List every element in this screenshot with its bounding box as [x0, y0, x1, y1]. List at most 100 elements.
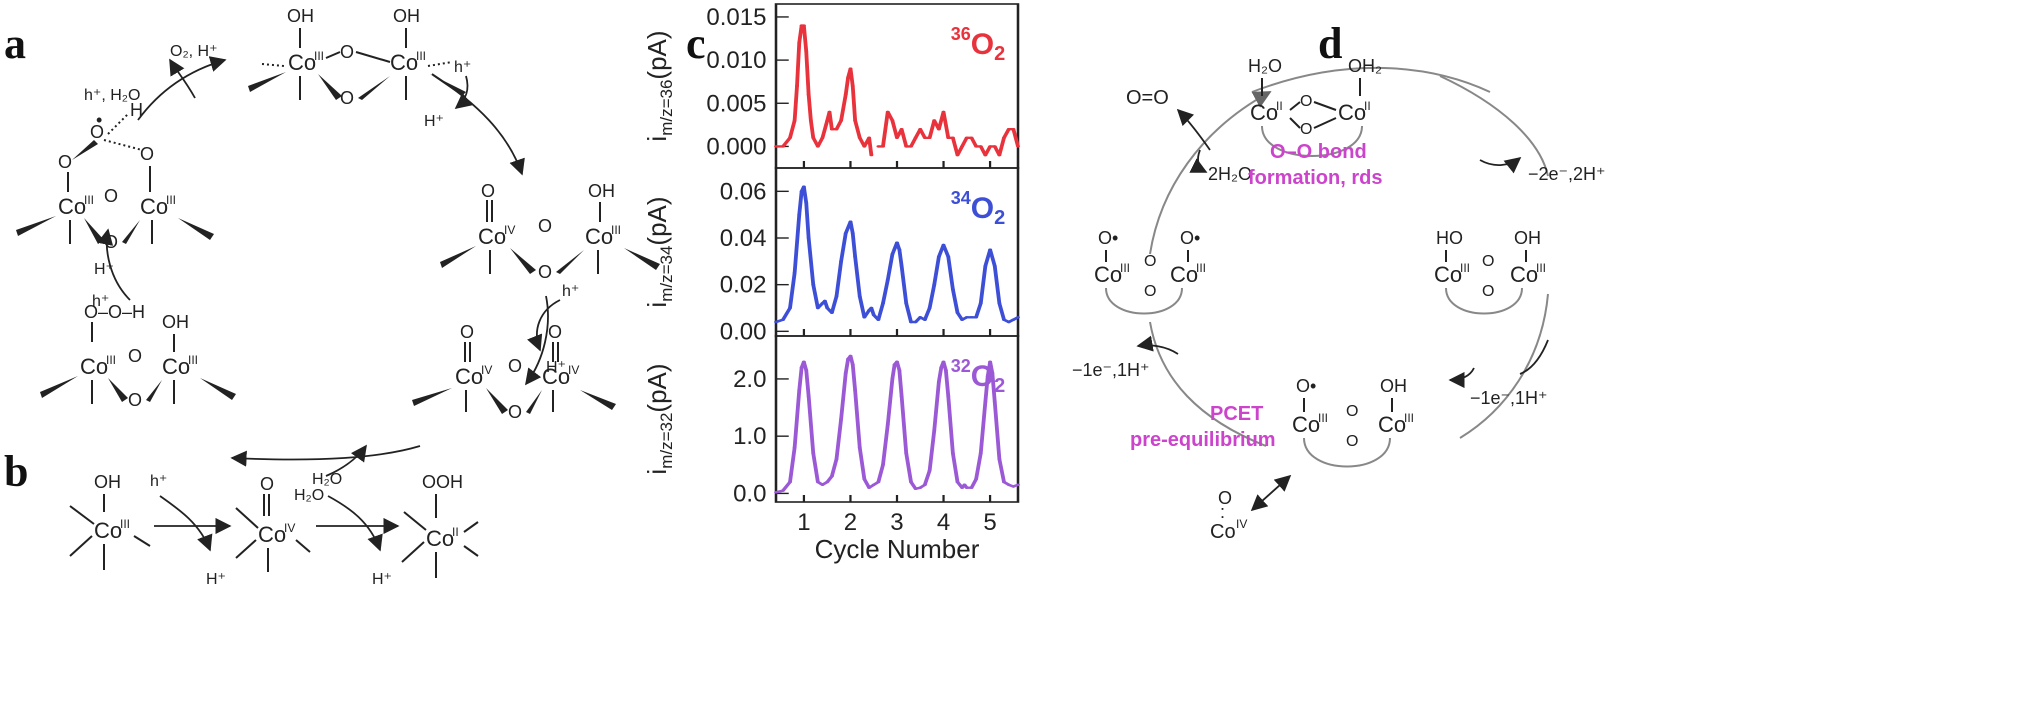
- data-point-1-1: [781, 318, 785, 321]
- data-point-0-56: [1002, 136, 1006, 139]
- data-point-2-62: [1016, 483, 1020, 486]
- d-right-o-bot: O: [1482, 283, 1494, 300]
- data-point-0-22: [850, 84, 855, 88]
- data-point-1-43: [950, 288, 955, 291]
- data-point-1-41: [941, 243, 946, 247]
- data-point-0-58: [1011, 128, 1016, 131]
- a-rb-ox-right: IV: [568, 363, 579, 377]
- data-point-2-26: [881, 463, 885, 466]
- d-right-ox-2: III: [1536, 261, 1546, 275]
- data-point-0-32: [890, 119, 895, 122]
- b-h-plus-1: h⁺: [150, 473, 167, 490]
- a-reagent-h-3: h⁺: [92, 293, 109, 310]
- data-point-1-33: [904, 302, 909, 305]
- y-tick-label-0-2: 0.005: [706, 90, 766, 117]
- data-point-2-44: [946, 394, 951, 398]
- data-point-0-30: [881, 145, 885, 148]
- x-tick-label-0: 1: [797, 509, 810, 536]
- b-oh: OH: [94, 472, 121, 492]
- data-point-0-36: [909, 145, 913, 148]
- data-point-1-54: [1002, 318, 1006, 321]
- data-point-0-14: [825, 119, 830, 122]
- a-l-ox-left: III: [84, 193, 94, 207]
- data-point-2-1: [781, 489, 785, 492]
- a-bl-co-left: Co: [80, 354, 108, 379]
- a-l-o-right: O: [140, 144, 154, 164]
- series-label-1: 34O2: [951, 188, 1005, 229]
- data-point-2-41: [939, 366, 944, 369]
- a-top-dimer: OH OH Co III Co III O O: [248, 6, 466, 108]
- d-right-oh: OH: [1514, 228, 1541, 248]
- d-top-dimer: H₂O OH₂ Co II O O Co II: [1248, 56, 1382, 157]
- a-arrow-h-release-1: [454, 75, 473, 110]
- data-point-2-40: [936, 380, 941, 383]
- a-rb-o-left: O: [460, 322, 474, 342]
- data-point-0-54: [992, 145, 997, 148]
- data-point-1-29: [890, 253, 895, 256]
- data-point-0-40: [927, 136, 932, 139]
- a-top-ox-left: III: [314, 49, 324, 63]
- a-reagent-o2h: O₂, H⁺: [170, 43, 218, 60]
- d-bot-co-1: Co: [1292, 412, 1320, 437]
- series-label-0: 36O2: [951, 24, 1005, 65]
- data-point-0-18: [839, 119, 844, 122]
- panel-b-scheme: OH Co III h⁺ H⁺ O Co IV H₂O H⁺ OOH Co II: [69, 471, 479, 588]
- data-point-2-17: [846, 357, 851, 361]
- data-point-2-25: [876, 480, 881, 484]
- data-point-1-51: [988, 248, 993, 251]
- data-point-0-46: [955, 153, 960, 157]
- y-tick-label-2-2: 0.0: [733, 480, 766, 507]
- data-point-0-57: [1006, 128, 1011, 131]
- data-point-1-57: [1016, 316, 1020, 319]
- d-label-pcet-line1: PCET: [1210, 403, 1263, 425]
- data-point-0-27: [869, 153, 874, 157]
- d-bot-ox-2: III: [1404, 411, 1414, 425]
- data-point-1-26: [876, 318, 881, 321]
- data-point-0-37: [913, 136, 918, 139]
- data-point-2-43: [943, 369, 948, 372]
- data-point-0-47: [960, 145, 965, 148]
- a-rt-oh: OH: [588, 181, 615, 201]
- a-bl-ox-left: III: [106, 353, 116, 367]
- data-point-2-54: [985, 374, 990, 378]
- data-point-2-22: [862, 477, 867, 481]
- d-bot-o-top: O: [1346, 403, 1358, 420]
- series-line-1: [775, 185, 1020, 324]
- a-arrow-o2-release: [169, 58, 196, 99]
- data-point-1-50: [983, 264, 988, 268]
- d-bot-o-bot: O: [1346, 433, 1358, 450]
- data-point-2-15: [839, 417, 844, 421]
- data-point-2-18: [848, 354, 853, 358]
- d-step-2e: −2e⁻,2H⁺: [1528, 164, 1606, 184]
- a-bl-bridge-o-bot: O: [128, 390, 142, 410]
- data-point-1-27: [881, 302, 885, 305]
- data-point-1-44: [955, 311, 960, 314]
- d-bot-ox-1: III: [1318, 411, 1328, 425]
- panel-b-letter: b: [4, 447, 28, 496]
- data-point-0-52: [983, 153, 988, 157]
- a-rt-o: O: [481, 181, 495, 201]
- data-point-1-35: [913, 320, 918, 324]
- b-co-2: Co: [258, 522, 286, 547]
- data-point-0-29: [876, 145, 881, 148]
- data-point-2-38: [927, 469, 932, 472]
- data-point-1-37: [922, 318, 927, 321]
- data-point-2-59: [1002, 480, 1006, 484]
- data-point-0-51: [978, 145, 983, 148]
- data-point-0-42: [936, 128, 941, 131]
- a-bottom-left-dimer: O–O–H OH Co III Co III O O: [40, 302, 236, 410]
- a-reagent-h-1: h⁺: [454, 59, 471, 76]
- data-point-1-28: [885, 278, 890, 282]
- data-point-0-19: [843, 93, 848, 96]
- data-point-1-42: [946, 255, 951, 258]
- data-point-0-9: [806, 93, 811, 96]
- data-point-1-53: [997, 302, 1002, 305]
- data-point-1-12: [822, 299, 827, 303]
- d-top-ox-left: II: [1276, 99, 1283, 113]
- data-point-2-61: [1011, 485, 1016, 488]
- data-point-2-3: [792, 446, 797, 449]
- data-point-1-32: [899, 264, 904, 268]
- d-right-ho: HO: [1436, 228, 1463, 248]
- data-point-2-60: [1006, 483, 1011, 486]
- data-point-0-20: [846, 76, 851, 79]
